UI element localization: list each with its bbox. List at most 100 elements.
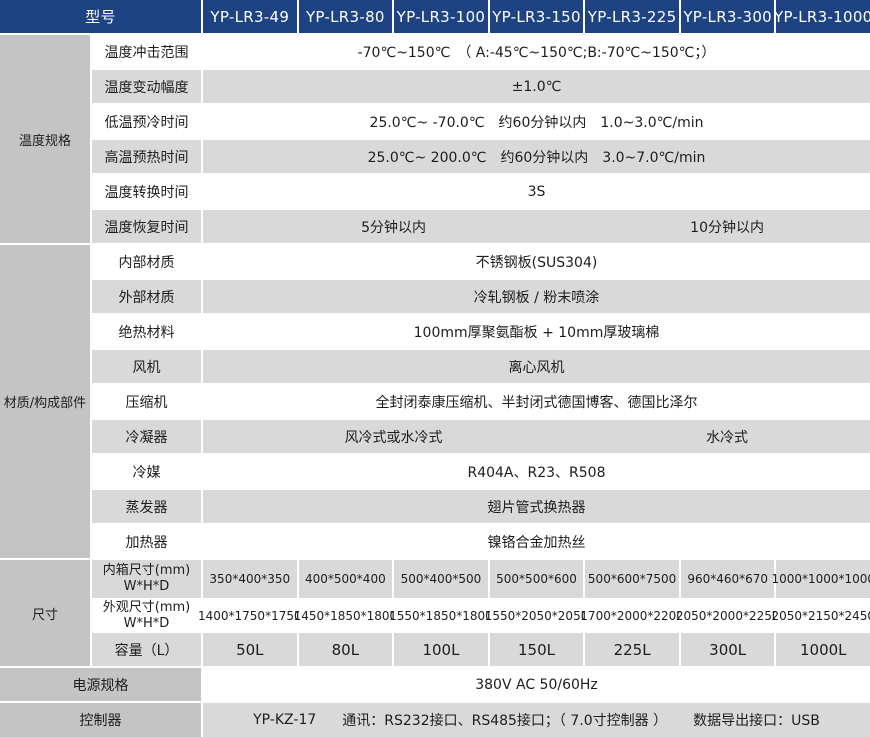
controller-export: 数据导出接口：USB — [693, 713, 820, 729]
controller-value: YP-KZ-17 通讯：RS232接口、RS485接口；（ 7.0寸控制器 ） … — [203, 703, 870, 737]
controller-model: YP-KZ-17 — [253, 712, 317, 728]
capacity-cell: 100L — [394, 633, 488, 666]
capacity-cell: 150L — [489, 633, 584, 666]
dimension-cell: 500*500*600 — [489, 560, 584, 598]
table-row: 冷媒 R404A、R23、R508 — [92, 455, 870, 488]
model-column-header: YP-LR3-225 — [585, 0, 679, 33]
table-row: 外观尺寸(mm) W*H*D 1400*1750*1750 1450*1850*… — [92, 600, 870, 631]
row-value-right: 水冷式 — [706, 429, 749, 446]
table-row: 温度冲击范围 -70℃~150℃ （ A:-45℃~150℃;B:-70℃~15… — [92, 35, 870, 68]
row-value: -70℃~150℃ （ A:-45℃~150℃;B:-70℃~150℃；） — [203, 35, 870, 68]
group-label-materials: 材质/构成部件 — [0, 245, 90, 558]
capacity-cell: 225L — [585, 633, 679, 666]
capacity-cell: 300L — [680, 633, 775, 666]
row-value: ±1.0℃ — [203, 70, 870, 103]
controller-comm: 通讯：RS232接口、RS485接口；（ 7.0寸控制器 ） — [342, 713, 668, 729]
row-label: 内部材质 — [92, 245, 201, 278]
row-label: 风机 — [92, 350, 201, 383]
model-column-header: YP-LR3-80 — [298, 0, 393, 33]
controller-label: 控制器 — [0, 703, 201, 737]
dimension-cell: 500*600*7500 — [585, 560, 679, 598]
row-label: 蒸发器 — [92, 490, 201, 523]
dimension-cell: 1550*2050*2050 — [485, 600, 588, 631]
row-value: R404A、R23、R508 — [203, 455, 870, 488]
dimension-cell: 500*400*500 — [394, 560, 488, 598]
section-materials: 材质/构成部件 内部材质 不锈钢板(SUS304) 外部材质 冷轧钢板 / 粉末… — [0, 245, 870, 558]
controller-row: 控制器 YP-KZ-17 通讯：RS232接口、RS485接口；（ 7.0寸控制… — [0, 703, 870, 737]
header-row: 型号 YP-LR3-49 YP-LR3-80 YP-LR3-100 YP-LR3… — [0, 0, 870, 33]
row-label: 压缩机 — [92, 385, 201, 418]
table-row: 容量（L） 50L 80L 100L 150L 225L 300L 1000L — [92, 633, 870, 666]
table-row: 外部材质 冷轧钢板 / 粉末喷涂 — [92, 280, 870, 313]
row-label-line1: 外观尺寸(mm) — [102, 599, 191, 615]
row-label: 温度恢复时间 — [92, 210, 201, 243]
model-column-header: YP-LR3-300 — [680, 0, 775, 33]
table-row: 温度恢复时间 5分钟以内 10分钟以内 — [92, 210, 870, 243]
row-label: 低温预冷时间 — [92, 105, 201, 138]
row-value: 全封闭泰康压缩机、半封闭式德国博客、德国比泽尔 — [203, 385, 870, 418]
dimension-cell: 2050*2150*2450 — [771, 600, 870, 631]
row-value: 3S — [203, 175, 870, 208]
dimension-cell: 1450*1850*1800 — [294, 600, 397, 631]
table-row: 绝热材料 100mm厚聚氨酯板 + 10mm厚玻璃棉 — [92, 315, 870, 348]
row-value: 25.0℃~ 200.0℃ 约60分钟以内 3.0~7.0℃/min — [203, 140, 870, 173]
power-row: 电源规格 380V AC 50/60Hz — [0, 668, 870, 701]
dimension-cell: 960*460*670 — [680, 560, 775, 598]
dimension-cell: 1400*1750*1750 — [198, 600, 302, 631]
dimension-cell: 1550*1850*1800 — [389, 600, 493, 631]
table-row: 温度转换时间 3S — [92, 175, 870, 208]
row-value-left: 5分钟以内 — [361, 219, 427, 236]
table-row: 温度变动幅度 ±1.0℃ — [92, 70, 870, 103]
row-label-line2: W*H*D — [123, 615, 170, 631]
row-value-grid: 350*400*350 400*500*400 500*400*500 500*… — [203, 560, 870, 598]
model-column-header: YP-LR3-49 — [203, 0, 297, 33]
row-label: 温度变动幅度 — [92, 70, 201, 103]
row-label: 高温预热时间 — [92, 140, 201, 173]
group-label-dimensions: 尺寸 — [0, 560, 90, 666]
row-value-left: 风冷式或水冷式 — [344, 429, 443, 446]
model-column-header: YP-LR3-150 — [489, 0, 584, 33]
row-label-line1: 内箱尺寸(mm) — [102, 563, 191, 579]
power-label: 电源规格 — [0, 668, 201, 701]
table-row: 内部材质 不锈钢板(SUS304) — [92, 245, 870, 278]
table-row: 低温预冷时间 25.0℃~ -70.0℃ 约60分钟以内 1.0~3.0℃/mi… — [92, 105, 870, 138]
group-label-temperature: 温度规格 — [0, 35, 90, 243]
row-label: 外部材质 — [92, 280, 201, 313]
capacity-cell: 50L — [203, 633, 297, 666]
dimension-cell: 400*500*400 — [298, 560, 393, 598]
row-value-right: 10分钟以内 — [690, 219, 764, 236]
row-value: 冷轧钢板 / 粉末喷涂 — [203, 280, 870, 313]
row-label: 冷媒 — [92, 455, 201, 488]
row-value-split: 风冷式或水冷式 水冷式 — [203, 420, 870, 453]
row-label: 加热器 — [92, 525, 201, 558]
dimension-cell: 1000*1000*1000 — [771, 560, 870, 598]
model-header-label: 型号 — [0, 0, 201, 33]
section-dimensions: 尺寸 内箱尺寸(mm) W*H*D 350*400*350 400*500*40… — [0, 560, 870, 666]
row-label: 绝热材料 — [92, 315, 201, 348]
table-row: 内箱尺寸(mm) W*H*D 350*400*350 400*500*400 5… — [92, 560, 870, 598]
row-value: 25.0℃~ -70.0℃ 约60分钟以内 1.0~3.0℃/min — [203, 105, 870, 138]
dimension-cell: 1700*2000*2200 — [580, 600, 684, 631]
row-value-grid: 50L 80L 100L 150L 225L 300L 1000L — [203, 633, 870, 666]
capacity-cell: 80L — [298, 633, 393, 666]
row-label: 温度冲击范围 — [92, 35, 201, 68]
power-value: 380V AC 50/60Hz — [203, 668, 870, 701]
table-row: 蒸发器 翅片管式换热器 — [92, 490, 870, 523]
capacity-cell: 1000L — [776, 633, 870, 666]
row-label: 外观尺寸(mm) W*H*D — [92, 600, 201, 631]
row-label-line2: W*H*D — [123, 579, 170, 594]
row-value-grid: 1400*1750*1750 1450*1850*1800 1550*1850*… — [198, 600, 870, 631]
table-row: 加热器 镍铬合金加热丝 — [92, 525, 870, 558]
row-label: 冷凝器 — [92, 420, 201, 453]
dimension-cell: 350*400*350 — [203, 560, 297, 598]
row-value: 翅片管式换热器 — [203, 490, 870, 523]
row-label: 温度转换时间 — [92, 175, 201, 208]
row-label: 容量（L） — [92, 633, 201, 666]
dimension-cell: 2050*2000*2250 — [676, 600, 780, 631]
row-label: 内箱尺寸(mm) W*H*D — [92, 560, 201, 598]
table-row: 风机 离心风机 — [92, 350, 870, 383]
row-value: 镍铬合金加热丝 — [203, 525, 870, 558]
row-value: 100mm厚聚氨酯板 + 10mm厚玻璃棉 — [203, 315, 870, 348]
row-value: 不锈钢板(SUS304) — [203, 245, 870, 278]
